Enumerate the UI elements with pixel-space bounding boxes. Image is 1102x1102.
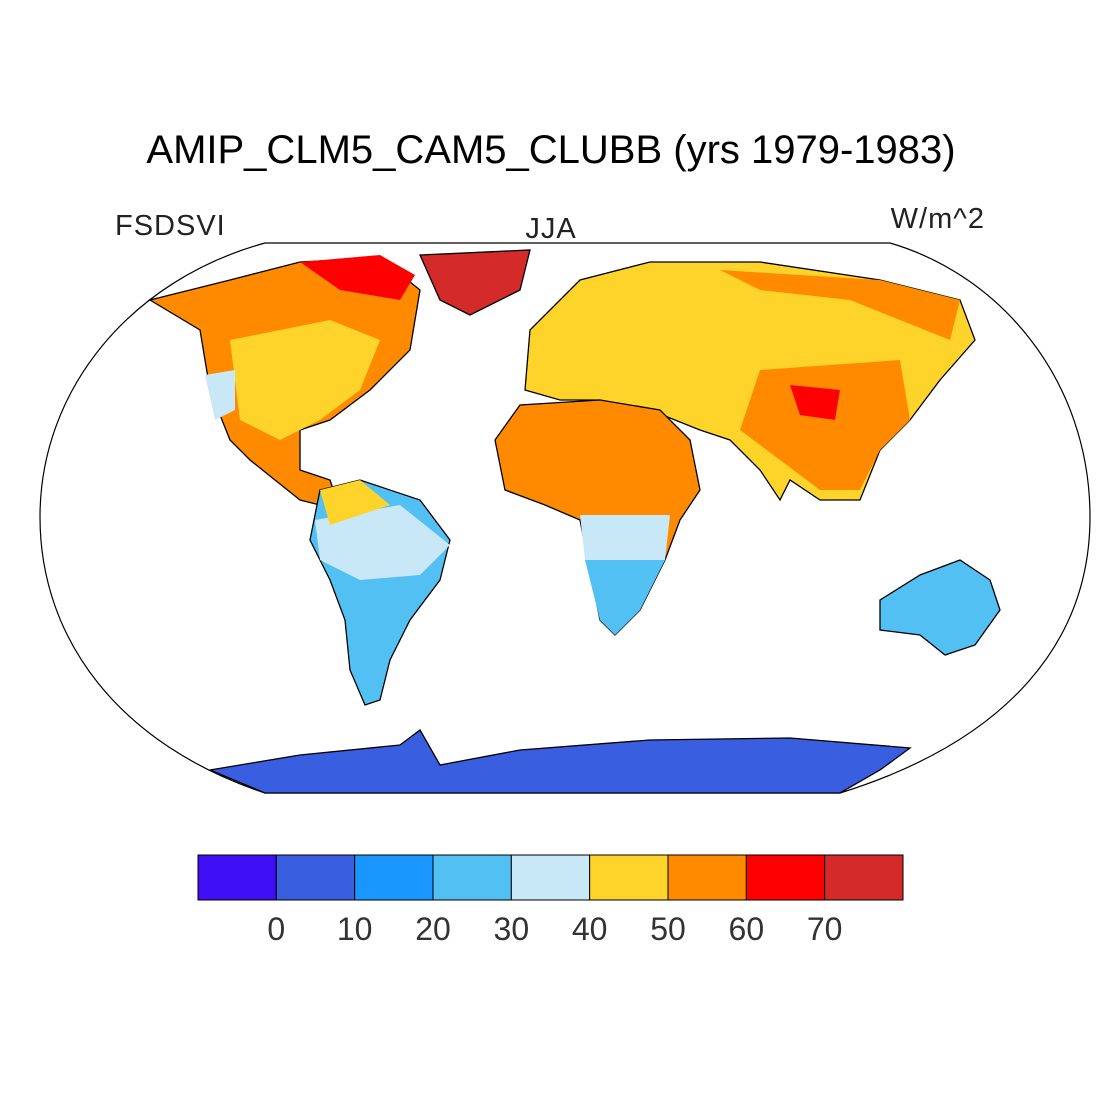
region	[205, 370, 235, 420]
colorbar-box	[510, 854, 591, 901]
region	[300, 255, 415, 300]
title: AMIP_CLM5_CAM5_CLUBB (yrs 1979-1983)	[146, 128, 955, 172]
colorbar-tick-label: 70	[807, 911, 843, 947]
region	[320, 480, 390, 525]
colorbar-box	[667, 854, 747, 901]
colorbar: 0 10 20 30 40 50 60 70	[197, 854, 904, 947]
region	[580, 515, 670, 560]
region	[740, 360, 910, 490]
australia	[879, 559, 1001, 656]
colorbar-tick-label: 50	[650, 911, 686, 947]
variable-label: FSDSVI	[115, 210, 226, 242]
colorbar-tick-label: 60	[729, 911, 765, 947]
map	[39, 242, 1091, 794]
antarctica	[207, 729, 912, 794]
region	[585, 560, 665, 635]
colorbar-box	[432, 854, 512, 901]
colorbar-tick-label: 40	[572, 911, 608, 947]
colorbar-box	[589, 854, 669, 901]
colorbar-box	[275, 854, 356, 901]
colorbar-tick-label: 20	[415, 911, 451, 947]
colorbar-box	[197, 854, 277, 901]
colorbar-box	[354, 854, 434, 901]
season-label: JJA	[525, 213, 576, 245]
colorbar-tick-label: 0	[267, 911, 285, 947]
region	[315, 505, 450, 580]
units-label: W/m^2	[891, 203, 985, 235]
region	[720, 270, 960, 340]
colorbar-box	[824, 854, 904, 901]
region	[230, 320, 380, 440]
colorbar-tick-label: 30	[494, 911, 530, 947]
region	[790, 385, 840, 420]
greenland	[419, 249, 531, 316]
colorbar-box	[745, 854, 826, 901]
colorbar-tick-label: 10	[337, 911, 373, 947]
